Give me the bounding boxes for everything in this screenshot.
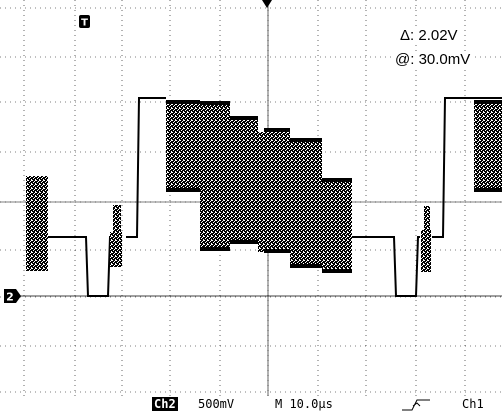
channel-2-ground-marker: 2: [4, 289, 21, 304]
noise-burst: [26, 176, 48, 271]
burst-edge: [290, 264, 322, 268]
burst-edge: [474, 188, 502, 192]
channel-label[interactable]: Ch2: [152, 397, 178, 411]
at-value: 30.0mV: [418, 51, 471, 68]
noise-burst: [166, 100, 200, 192]
burst-edge: [264, 128, 290, 132]
burst-edge: [264, 249, 290, 253]
noise-burst: [424, 206, 430, 262]
burst-edge: [200, 247, 230, 251]
svg-text:T: T: [81, 18, 88, 29]
delta-value: 2.02V: [418, 27, 458, 44]
burst-edge: [230, 240, 258, 244]
trigger-source: Ch1: [462, 397, 484, 411]
noise-burst: [474, 100, 502, 192]
noise-burst: [264, 128, 290, 253]
delta-symbol: Δ:: [400, 27, 415, 44]
burst-edge: [322, 269, 352, 273]
volts-per-div: 500mV: [198, 397, 235, 411]
status-bar: Ch2 500mV M 10.0µs Ch1: [0, 396, 502, 412]
burst-edge: [322, 178, 352, 182]
burst-edge: [474, 100, 502, 104]
trigger-position-arrow-icon: [262, 0, 272, 8]
noise-burst: [200, 101, 230, 251]
burst-edge: [230, 116, 258, 120]
at-symbol: @:: [395, 51, 415, 68]
trigger-marker-icon: T: [79, 15, 90, 29]
at-measurement: @: 30.0mV: [393, 51, 473, 69]
noise-burst: [258, 132, 264, 252]
burst-edge: [166, 188, 200, 192]
burst-edge: [290, 138, 322, 142]
svg-text:2: 2: [6, 291, 14, 304]
noise-burst: [322, 178, 352, 273]
ch2-waveform-trace: [26, 97, 502, 297]
trace-segment: [432, 97, 502, 238]
trace-segment: [352, 236, 420, 297]
burst-edge: [200, 101, 230, 105]
time-per-div: M 10.0µs: [275, 397, 333, 411]
noise-burst: [230, 116, 258, 244]
noise-burst: [290, 138, 322, 268]
burst-edge: [166, 100, 200, 104]
delta-measurement: Δ: 2.02V: [398, 27, 460, 45]
rising-edge-icon: [402, 399, 430, 411]
noise-burst: [113, 205, 121, 265]
trace-segment: [126, 97, 166, 238]
